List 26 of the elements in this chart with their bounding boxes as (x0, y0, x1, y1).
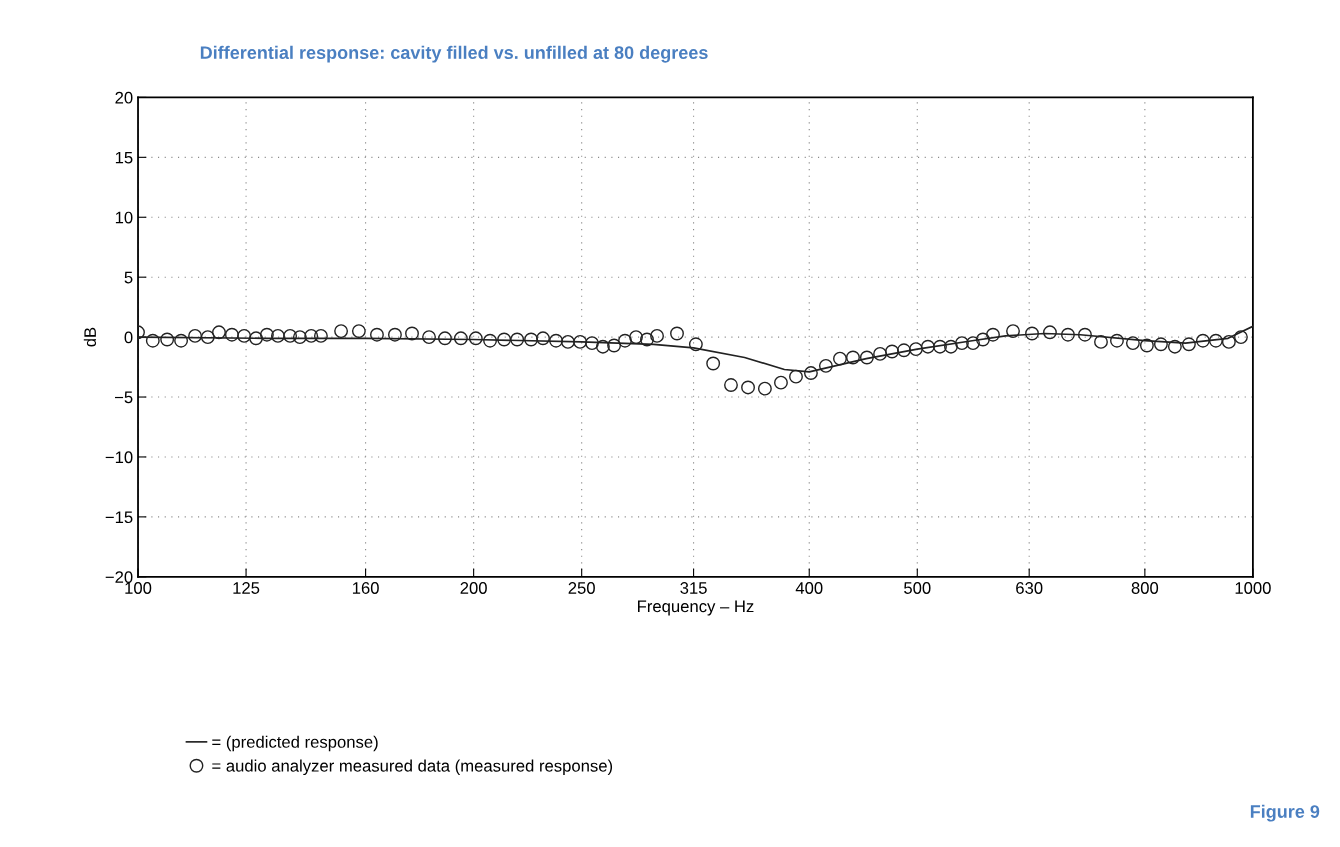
x-tick-label: 125 (233, 582, 260, 594)
x-tick-label: 160 (352, 582, 379, 594)
x-tick-label: 315 (680, 582, 707, 594)
y-tick-label: 20 (115, 91, 133, 104)
y-tick-label: 5 (124, 271, 133, 284)
x-tick-label: 630 (1016, 582, 1043, 594)
chart-title: Differential response: cavity filled vs. unfilled at 80 degrees (200, 45, 708, 63)
legend-label: = (predicted response) (212, 735, 378, 752)
y-axis-title: dB (83, 327, 97, 347)
x-tick-label: 800 (1131, 582, 1159, 594)
x-tick-label: 500 (904, 582, 931, 594)
y-tick-label: 15 (115, 151, 133, 164)
y-tick-label: −20 (105, 571, 133, 584)
y-tick-label: 0 (124, 331, 133, 344)
x-tick-label: 1000 (1235, 582, 1271, 594)
y-tick-label: −5 (114, 391, 133, 404)
y-tick-label: −10 (105, 451, 133, 464)
x-tick-label: 400 (795, 582, 823, 594)
legend-label: = audio analyzer measured data (measured response) (212, 759, 613, 776)
x-tick-label: 100 (125, 582, 152, 594)
y-tick-label: −15 (105, 511, 133, 524)
x-tick-label: 250 (568, 582, 595, 594)
x-tick-label: 200 (460, 582, 487, 594)
caption: Figure 9 (1250, 804, 1320, 822)
x-axis-title: Frequency – Hz (638, 600, 754, 616)
y-tick-label: 10 (115, 211, 133, 224)
